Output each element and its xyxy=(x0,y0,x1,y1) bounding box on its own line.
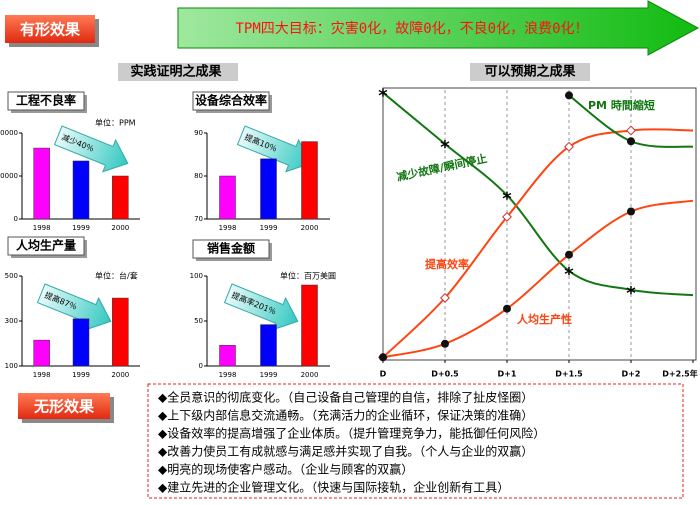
marker xyxy=(502,211,512,222)
series-line xyxy=(382,91,694,297)
tag-box xyxy=(5,15,95,43)
trend-arrow: 减少40％ xyxy=(53,125,129,173)
marker xyxy=(626,125,636,136)
bar xyxy=(219,345,236,367)
series-label: PM 時間縮短 xyxy=(588,98,655,112)
section-box xyxy=(470,63,590,81)
x-tick-label: 1999 xyxy=(72,371,90,379)
y-tick-label: 70 xyxy=(194,215,203,223)
bar xyxy=(260,158,277,220)
section-title: 可以预期之成果 xyxy=(484,64,575,80)
marker xyxy=(440,292,450,303)
marker xyxy=(379,353,387,362)
bar xyxy=(33,339,50,367)
y-tick-label: 100 xyxy=(190,272,203,280)
bar xyxy=(301,284,318,367)
bar xyxy=(72,318,90,367)
marker xyxy=(565,91,573,100)
marker xyxy=(564,141,574,152)
chart-title: 设备综合效率 xyxy=(195,93,267,108)
y-tick-label: 20000 xyxy=(0,129,18,137)
section-box xyxy=(118,63,238,81)
banner: TPM四大目标：灾害0化，故障0化，不良0化，浪费0化！ xyxy=(236,20,589,37)
arrow-shape xyxy=(53,125,129,173)
arrow-shape xyxy=(223,283,299,331)
chart-title: 工程不良率 xyxy=(16,93,76,108)
bar xyxy=(72,160,90,220)
bar xyxy=(112,175,129,220)
series-label: 提高效率 xyxy=(425,257,469,271)
x-tick-label: 1999 xyxy=(260,224,278,232)
bar xyxy=(301,141,318,220)
x-tick-label: D+1.5 xyxy=(555,370,583,379)
x-tick-label: 2000 xyxy=(111,224,129,232)
x-tick-label: D+0.5 xyxy=(431,370,459,379)
chart-title-box xyxy=(7,91,85,111)
y-tick-label: 300 xyxy=(5,317,18,325)
bullet-box xyxy=(147,383,684,499)
tag: 无形效果 xyxy=(33,398,95,416)
x-tick-label: D+2.5年 xyxy=(662,369,698,379)
x-tick-label: 1998 xyxy=(33,371,51,379)
marker xyxy=(441,339,449,348)
x-tick-label: 2000 xyxy=(111,371,129,379)
section-title: 实践证明之成果 xyxy=(130,64,221,80)
marker: * xyxy=(378,86,388,107)
bar xyxy=(219,175,236,220)
unit: 单位：PPM xyxy=(95,118,136,128)
bullet-item: ◆改善力使员工有成就感与满足感并实现了自我。（个人与企业的双赢） xyxy=(158,444,533,459)
bar xyxy=(112,297,129,367)
x-tick-label: 1999 xyxy=(72,224,90,232)
marker: * xyxy=(626,283,636,304)
chart-title-box xyxy=(192,239,270,259)
x-tick-label: 1998 xyxy=(219,224,237,232)
marker: * xyxy=(440,137,450,158)
y-tick-label: 100 xyxy=(5,362,18,370)
y-tick-label: 10000 xyxy=(0,172,18,180)
x-tick-label: 2000 xyxy=(301,224,319,232)
unit: 单位：百万美圆 xyxy=(280,271,336,281)
y-tick-label: 80 xyxy=(194,172,203,180)
marker xyxy=(627,137,635,146)
bullet-item: ◆上下级内部信息交流通畅。（充满活力的企业循环，保证决策的准确） xyxy=(158,408,533,423)
trend-arrow: 提高87％ xyxy=(36,283,112,331)
tag-box xyxy=(18,393,110,419)
bullet-item: ◆建立先进的企业管理文化。（快速与国际接轨，企业创新有工具） xyxy=(158,480,509,495)
chart-title-box xyxy=(192,91,270,111)
x-tick-label: 2000 xyxy=(301,371,319,379)
bullet-item: ◆明亮的现场使客户感动。（企业与顾客的双赢） xyxy=(158,462,413,477)
x-tick-label: D+1 xyxy=(498,370,517,379)
unit: 单位：台/套 xyxy=(95,271,138,281)
plot-area xyxy=(382,87,697,361)
x-tick-label: 1998 xyxy=(33,224,51,232)
y-tick-label: 0 xyxy=(199,362,203,370)
y-tick-label: 50 xyxy=(194,317,203,325)
bar xyxy=(260,324,277,367)
banner-arrow xyxy=(177,0,700,56)
x-tick-label: 1998 xyxy=(219,371,237,379)
marker xyxy=(503,304,511,313)
y-tick-label: 90 xyxy=(194,129,203,137)
y-tick-label: 0 xyxy=(14,215,18,223)
arrow-shape xyxy=(36,283,112,331)
arrow-shape xyxy=(236,125,312,173)
marker xyxy=(627,207,635,216)
chart-title: 销售金额 xyxy=(207,241,255,256)
series-label: 人均生产性 xyxy=(517,312,572,326)
x-tick-label: 1999 xyxy=(260,371,278,379)
x-tick-label: D xyxy=(380,370,387,379)
tag: 有形效果 xyxy=(20,21,81,39)
bullet-item: ◆设备效率的提高增强了企业体质。（提升管理竞争力，能抵御任何风险） xyxy=(158,426,545,441)
y-tick-label: 500 xyxy=(5,272,18,280)
marker: * xyxy=(564,264,574,285)
trend-arrow: 提高10％ xyxy=(236,125,312,173)
chart-title: 人均生产量 xyxy=(16,238,76,253)
x-tick-label: D+2 xyxy=(622,370,641,379)
chart-title-box xyxy=(7,236,85,256)
marker: * xyxy=(502,188,512,209)
bar xyxy=(33,147,50,220)
bullet-item: ◆全员意识的彻底变化。（自己设备自己管理的自信，排除了扯皮怪圈） xyxy=(158,390,533,405)
marker xyxy=(565,250,573,259)
